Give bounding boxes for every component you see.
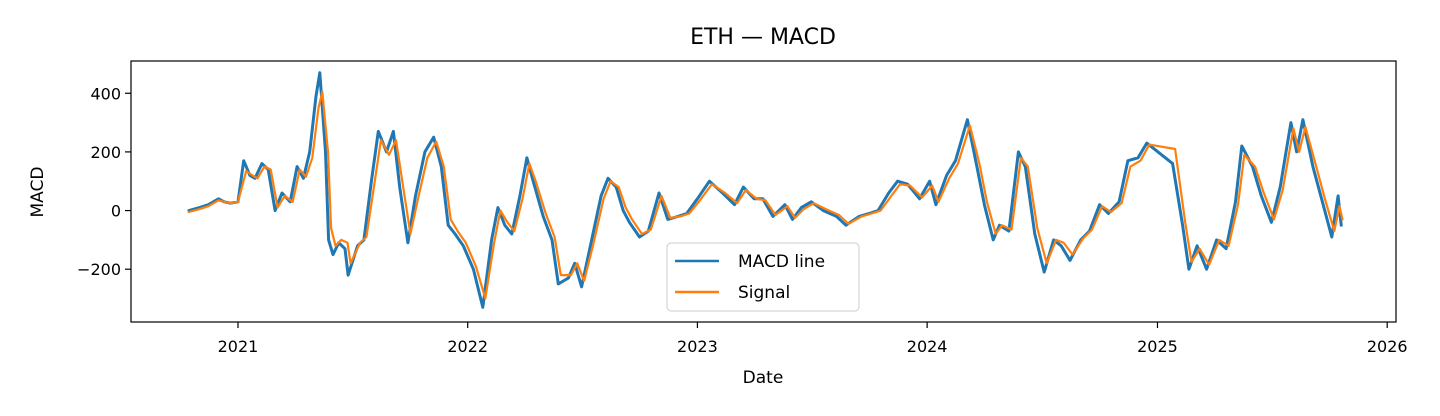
y-tick-label: 0 [111,202,121,221]
axes-frame [130,60,1397,323]
x-axis-label: Date [743,368,784,388]
x-tick-label: 2025 [1137,337,1178,356]
legend-label-signal: Signal [738,283,790,303]
series-line-signal [187,90,1344,300]
y-axis-ticks: −200 0 200 400 [77,84,131,279]
x-tick-label: 2021 [218,337,259,356]
x-tick-label: 2023 [677,337,718,356]
x-axis-ticks: 2021 2022 2023 2024 2025 2026 [218,322,1408,356]
y-tick-label: −200 [77,260,121,279]
chart-title: ETH — MACD [690,25,836,50]
series-layer [187,71,1344,309]
y-tick-label: 400 [90,84,121,103]
x-tick-label: 2024 [907,337,948,356]
x-tick-label: 2022 [447,337,488,356]
x-tick-label: 2026 [1367,337,1408,356]
y-axis-label: MACD [28,167,48,218]
legend-label-macd-line: MACD line [738,252,825,272]
series-line-macd-line [187,71,1343,309]
y-tick-label: 200 [90,143,121,162]
legend: MACD line Signal [666,242,860,312]
plot-area: 2021 2022 2023 2024 2025 2026 −200 0 200 400 [77,60,1408,356]
